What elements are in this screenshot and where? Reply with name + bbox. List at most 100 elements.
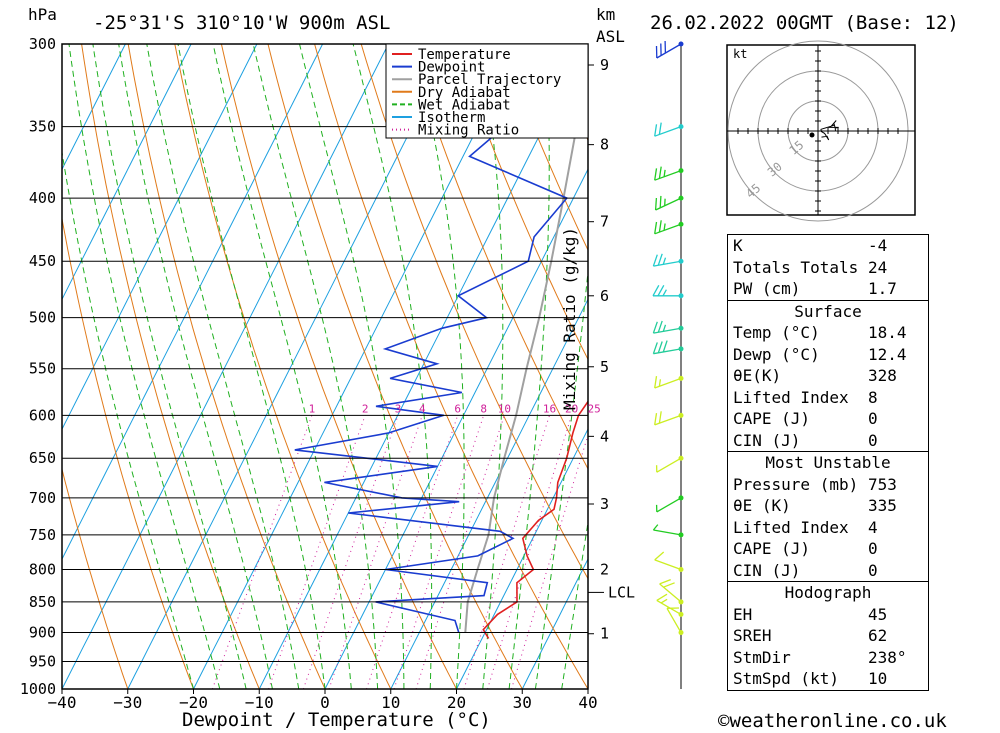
wind-barb-feather	[656, 593, 668, 601]
wind-barb-shaft	[654, 414, 682, 426]
pressure-tick-label: 450	[29, 252, 56, 270]
wet-adiabat-line	[479, 44, 504, 689]
wind-barb-feather	[654, 376, 658, 389]
index-label: StmDir	[733, 647, 791, 667]
index-value: -4	[868, 236, 888, 255]
legend-label: Dry Adiabat	[418, 85, 511, 101]
wind-barb-shaft	[653, 348, 682, 355]
index-value: 24	[868, 257, 888, 277]
wind-barb	[655, 40, 684, 59]
index-value: 45	[868, 604, 888, 624]
hodograph-title: Hodograph	[784, 583, 872, 602]
dry-adiabat-line	[81, 44, 260, 689]
wind-barb-shaft	[655, 197, 682, 211]
index-value: 328	[868, 366, 897, 385]
index-row: Lifted Index 8	[728, 387, 928, 409]
hodograph-section: Hodograph EH 45 SREH 62 StmDir 238° StmSpd (kt…	[728, 581, 928, 690]
dry-adiabat-line	[453, 44, 588, 361]
wind-barb-shaft	[653, 327, 682, 334]
index-row: Lifted Index 4	[728, 517, 928, 539]
index-label: CAPE (J)	[733, 409, 811, 428]
wind-barb-feather	[659, 578, 671, 585]
wind-barb	[654, 411, 684, 426]
wind-barb-feather	[652, 342, 658, 354]
x-tick-label: −40	[48, 693, 77, 712]
asl-label: ASL	[596, 27, 625, 46]
index-row: Temp (°C) 18.4	[728, 322, 928, 344]
mixing-ratio-axis-label: Mixing Ratio (g/kg)	[560, 226, 579, 410]
wind-barb	[654, 166, 684, 181]
legend-label: Mixing Ratio	[418, 123, 519, 139]
wet-adiabat-line	[508, 44, 550, 689]
wind-barb-feather	[659, 195, 662, 208]
pressure-unit-label: hPa	[28, 5, 57, 24]
wind-barb-feather	[658, 379, 662, 387]
index-value: 0	[868, 560, 878, 580]
wind-barb	[655, 455, 684, 473]
wind-barb-feather	[662, 340, 668, 353]
wind-barb-feather	[652, 284, 660, 297]
wind-barb-shaft	[659, 583, 682, 603]
km-tick-label: 3	[600, 495, 609, 513]
index-value: 238°	[868, 647, 907, 667]
index-label: Lifted Index	[733, 387, 849, 407]
wind-barb-shaft	[654, 377, 682, 389]
wind-barb	[656, 593, 684, 617]
km-tick-label: 2	[600, 560, 609, 578]
index-value: 0	[868, 409, 878, 428]
pressure-tick-label: 950	[29, 653, 56, 671]
wind-barb-feather	[663, 223, 666, 231]
wind-barb	[659, 578, 684, 605]
mixing-ratio-label: 16	[543, 402, 556, 415]
pressure-tick-label: 600	[29, 406, 56, 424]
x-tick-label: 20	[447, 693, 466, 712]
wind-barb-shaft	[666, 607, 682, 633]
wind-barb-shaft	[654, 170, 682, 181]
index-label: CIN (J)	[733, 430, 801, 450]
surface-section: Surface Temp (°C) 18.4 Dewp (°C) 12.4 θE(K) 3…	[728, 299, 928, 452]
surface-title: Surface	[794, 301, 862, 321]
x-tick-label: 40	[578, 693, 597, 712]
wet-adiabat-line	[212, 44, 352, 689]
x-tick-label: −30	[113, 693, 142, 712]
pressure-tick-label: 400	[29, 189, 56, 207]
mixing-ratio-line	[268, 415, 366, 689]
index-row: θE (K) 335	[728, 495, 928, 517]
index-label: Dewp (°C)	[733, 344, 820, 364]
index-row: Pressure (mb) 753	[728, 474, 928, 496]
wind-barb	[654, 122, 684, 137]
legend-label: Isotherm	[418, 110, 485, 126]
general-indices: K -4 Totals Totals 24 PW (cm) 1.7	[728, 235, 928, 300]
index-value: 753	[868, 474, 897, 494]
wind-barb-feather	[660, 598, 668, 604]
wet-adiabat-line	[146, 44, 300, 689]
most-unstable-title: Most Unstable	[765, 453, 891, 472]
dry-adiabat-line	[62, 467, 129, 689]
legend-label: Temperature	[418, 47, 511, 63]
pressure-tick-label: 800	[29, 560, 56, 578]
copyright-footer: ©weatheronline.co.uk	[718, 710, 947, 732]
mixing-ratio-label: 8	[480, 402, 487, 415]
wind-barb-shaft	[653, 260, 682, 267]
pressure-tick-label: 1000	[20, 680, 56, 698]
wind-barb-shaft	[653, 529, 682, 536]
index-label: Temp (°C)	[733, 323, 820, 342]
index-row: θE(K) 328	[728, 365, 928, 387]
wind-barb-shaft	[654, 223, 682, 235]
wind-barb	[652, 524, 684, 538]
pressure-tick-label: 900	[29, 624, 56, 642]
wind-barb-feather	[654, 124, 658, 137]
dry-adiabat-line	[500, 44, 588, 252]
index-label: CIN (J)	[733, 560, 801, 580]
index-value: 335	[868, 496, 897, 515]
index-row: K -4	[728, 235, 928, 257]
index-row: SREH 62	[728, 625, 928, 647]
dry-adiabat-line	[174, 44, 392, 689]
hodograph-unit: kt	[733, 47, 747, 61]
legend-label: Wet Adiabat	[418, 97, 511, 113]
wind-barb-feather	[658, 220, 662, 233]
isotherm-line	[390, 298, 588, 689]
wind-barb-feather	[657, 320, 663, 333]
lcl-label: LCL	[608, 583, 635, 601]
